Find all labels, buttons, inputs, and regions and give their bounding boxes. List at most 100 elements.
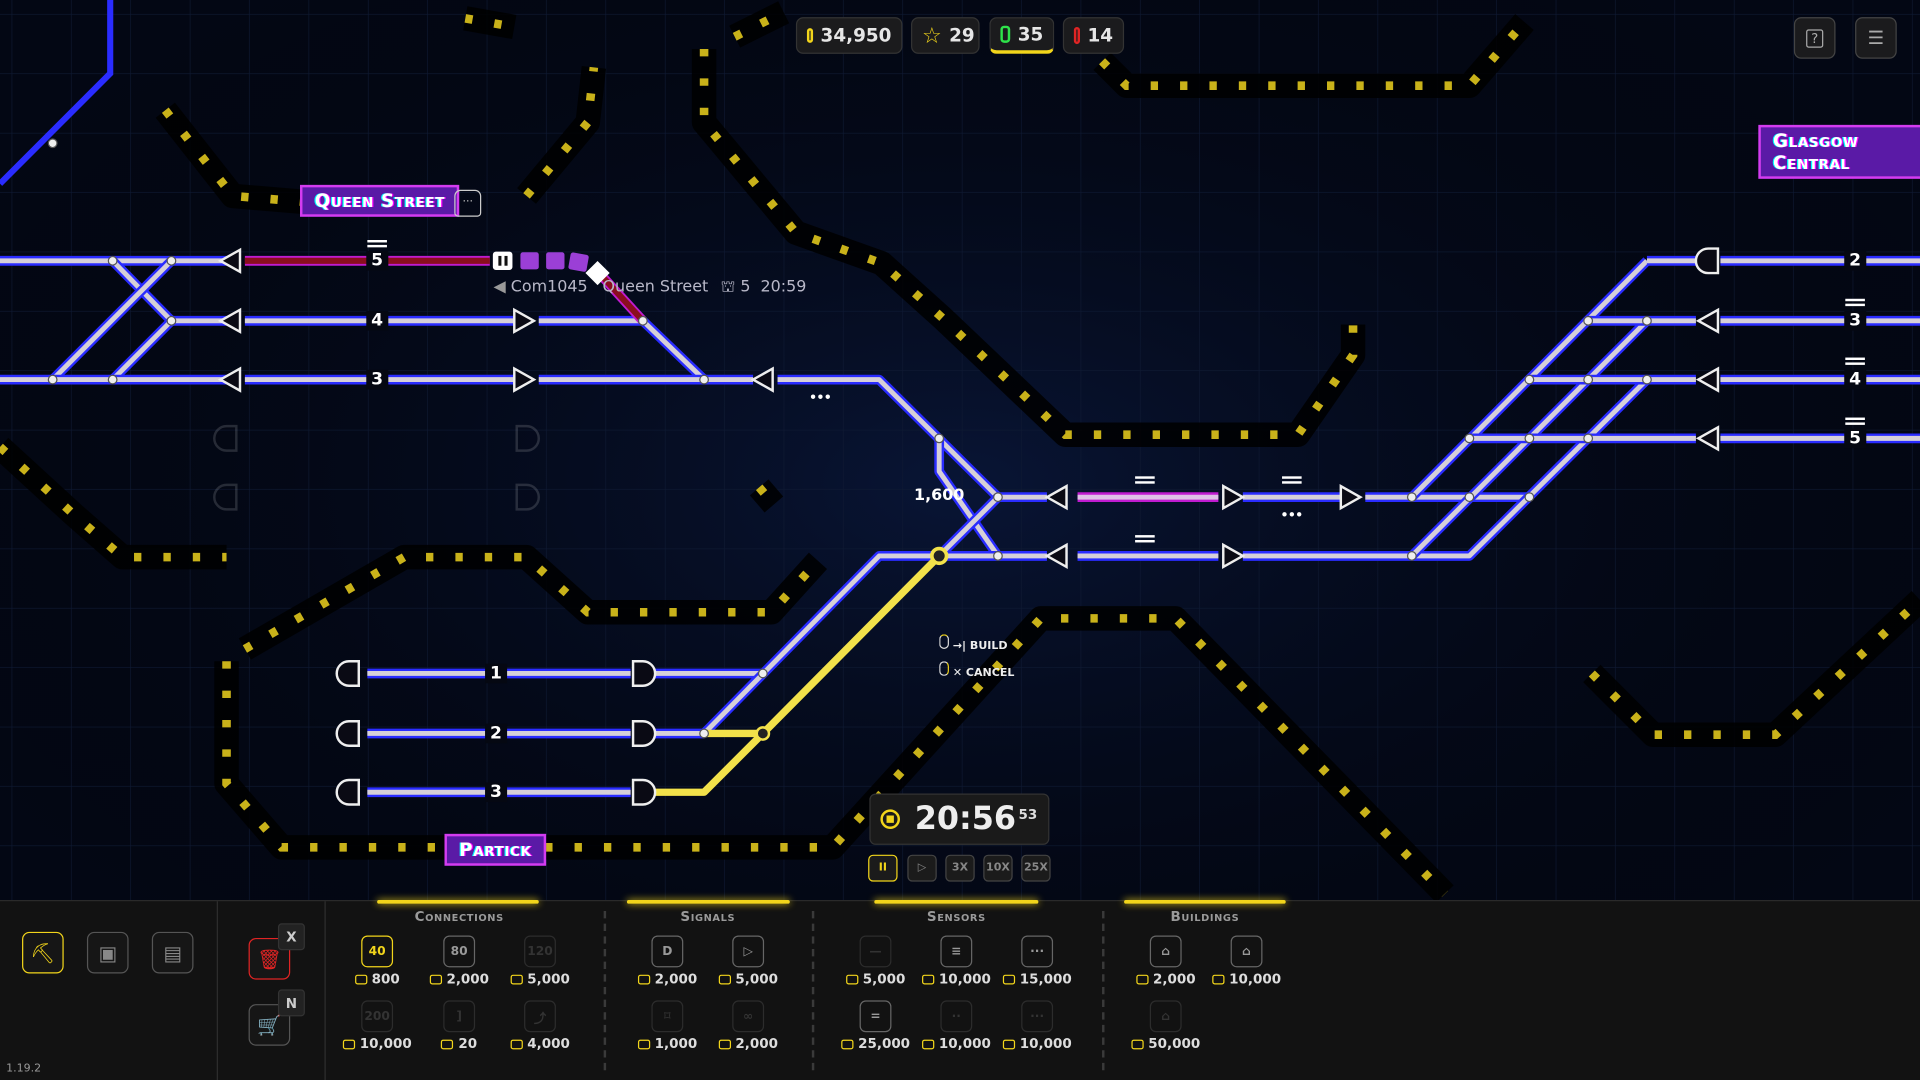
sensor-dots-icon[interactable] xyxy=(1296,512,1302,517)
sensor-icon[interactable] xyxy=(1845,422,1865,425)
signal-icon[interactable] xyxy=(1339,484,1363,511)
sensor-dots-icon[interactable] xyxy=(1282,512,1287,517)
play-button[interactable]: ▷ xyxy=(907,854,937,882)
path-signal-icon[interactable] xyxy=(631,660,657,687)
active-trains-counter[interactable]: 35 xyxy=(989,17,1055,54)
path-signal-icon[interactable] xyxy=(335,720,361,747)
station-label-queen-street[interactable]: Queen Street xyxy=(300,184,460,217)
track-node[interactable] xyxy=(107,255,118,266)
build-item-sensor-triple[interactable]: ··· 10,000 xyxy=(1000,1000,1073,1052)
sensor-icon[interactable] xyxy=(1845,417,1865,421)
track-node[interactable] xyxy=(699,728,709,739)
signal-icon[interactable] xyxy=(1695,366,1720,393)
track-node[interactable] xyxy=(1524,433,1535,444)
sensor-dots-icon[interactable] xyxy=(1289,512,1295,517)
sensor-icon[interactable] xyxy=(1282,481,1302,484)
track-node[interactable] xyxy=(1583,315,1594,326)
signal-icon[interactable] xyxy=(1044,484,1068,511)
track-node[interactable] xyxy=(1583,433,1594,444)
signal-icon[interactable] xyxy=(1222,542,1246,570)
selected-node[interactable] xyxy=(755,726,771,741)
speed-3x-button[interactable]: 3X xyxy=(945,854,975,882)
build-item-infinite-signal[interactable]: ∞ 2,000 xyxy=(711,1000,784,1052)
signal-icon[interactable] xyxy=(217,247,242,274)
build-item-switch[interactable]: ⤴ 4,000 xyxy=(503,1000,576,1052)
track-node[interactable] xyxy=(699,374,709,385)
track-node[interactable] xyxy=(47,374,58,385)
track-node[interactable] xyxy=(1583,374,1594,385)
build-item-path-signal[interactable]: D 2,000 xyxy=(631,935,704,987)
build-item-bumper[interactable]: ] 20 xyxy=(422,1000,495,1052)
build-item-track-200[interactable]: 200 10,000 xyxy=(340,1000,413,1052)
track-node[interactable] xyxy=(1524,374,1535,385)
path-signal-icon[interactable] xyxy=(213,483,238,511)
sensor-icon[interactable] xyxy=(1135,481,1155,484)
sensor-icon[interactable] xyxy=(1135,476,1155,479)
track-node[interactable] xyxy=(1524,492,1535,503)
station-label-glasgow-central[interactable]: Glasgow Central xyxy=(1758,124,1920,179)
signal-icon[interactable] xyxy=(513,366,537,393)
path-signal-icon[interactable] xyxy=(213,424,238,452)
sensor-icon[interactable] xyxy=(1135,540,1155,543)
track-node[interactable] xyxy=(166,315,177,326)
track-node[interactable] xyxy=(1406,492,1417,503)
track-node[interactable] xyxy=(757,668,768,679)
signal-icon[interactable] xyxy=(217,307,242,334)
path-signal-icon[interactable] xyxy=(335,660,361,687)
track-node[interactable] xyxy=(1642,374,1652,385)
track-node[interactable] xyxy=(107,374,118,385)
track-node[interactable] xyxy=(1406,551,1417,561)
help-button[interactable]: ? xyxy=(1793,17,1836,59)
train-com1045[interactable] xyxy=(492,251,610,286)
path-signal-icon[interactable] xyxy=(631,720,657,747)
track-node[interactable] xyxy=(993,551,1003,561)
build-item-station-tower[interactable]: ⌂ 50,000 xyxy=(1129,1000,1202,1052)
speed-25x-button[interactable]: 25X xyxy=(1021,854,1051,882)
track-segment[interactable] xyxy=(777,377,1000,499)
track-node[interactable] xyxy=(637,315,648,326)
automation-button[interactable]: ▣ xyxy=(86,931,129,974)
sensor-dots-icon[interactable] xyxy=(810,394,816,399)
signal-icon[interactable] xyxy=(1695,307,1720,334)
track-node[interactable] xyxy=(934,433,945,444)
track-segment[interactable] xyxy=(0,0,114,186)
selected-node[interactable] xyxy=(930,546,949,566)
sensor-icon[interactable] xyxy=(1845,362,1865,365)
build-item-track-120[interactable]: 120 5,000 xyxy=(503,935,576,987)
sensor-icon[interactable] xyxy=(1845,357,1865,361)
signals[interactable] xyxy=(213,247,1720,806)
delayed-trains-counter[interactable]: 14 xyxy=(1062,17,1125,54)
build-item-station-small[interactable]: ⌂ 2,000 xyxy=(1129,935,1202,987)
path-signal-icon[interactable] xyxy=(335,778,361,806)
sensor-icon[interactable] xyxy=(367,240,387,243)
path-signal-icon[interactable] xyxy=(515,424,540,452)
build-item-track-80[interactable]: 80 2,000 xyxy=(422,935,495,987)
menu-button[interactable]: ☰ xyxy=(1855,17,1897,59)
track-nodes[interactable] xyxy=(0,0,1652,803)
sensor-icon[interactable] xyxy=(1282,476,1302,479)
track-segment[interactable] xyxy=(936,438,1000,558)
preview-track[interactable] xyxy=(642,553,942,796)
signal-icon[interactable] xyxy=(750,366,774,393)
path-signal-icon[interactable] xyxy=(631,778,657,806)
build-item-block-signal[interactable]: ▷ 5,000 xyxy=(711,935,784,987)
build-item-sensor-double[interactable]: = 25,000 xyxy=(839,1000,912,1052)
build-item-track-40[interactable]: 40 800 xyxy=(340,935,413,987)
build-item-sensor-pair[interactable]: ·· 10,000 xyxy=(920,1000,993,1052)
build-item-station-large[interactable]: ⌂ 10,000 xyxy=(1210,935,1283,987)
track-node[interactable] xyxy=(166,255,177,266)
build-item-chain-signal[interactable]: ⌑ 1,000 xyxy=(631,1000,704,1052)
track-segment[interactable] xyxy=(50,259,174,382)
occupied-track[interactable] xyxy=(601,275,646,323)
signal-icon[interactable] xyxy=(1695,425,1720,452)
speed-10x-button[interactable]: 10X xyxy=(983,854,1013,882)
signal-icon[interactable] xyxy=(1044,542,1068,570)
sensor-icon[interactable] xyxy=(367,244,387,248)
station-building-icon[interactable]: ··· xyxy=(454,189,482,217)
sensor-icon[interactable] xyxy=(1845,298,1865,302)
sensor-icon[interactable] xyxy=(1135,535,1155,538)
build-item-sensor-basic[interactable]: — 5,000 xyxy=(839,935,912,987)
station-label-partick[interactable]: Partick xyxy=(444,833,547,866)
sensor-dots-icon[interactable] xyxy=(825,394,830,399)
